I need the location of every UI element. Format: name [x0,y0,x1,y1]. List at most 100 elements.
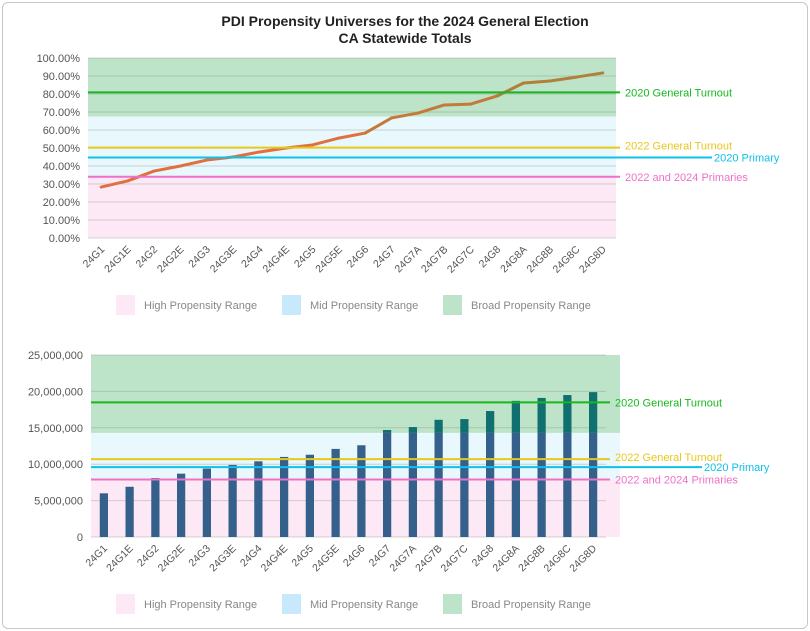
reference-line-label: 2020 General Turnout [625,87,732,99]
bar [486,432,495,537]
bar [537,432,546,537]
bar-upper-segment [563,395,572,433]
x-tick-label: 24G7B [413,543,445,575]
bar [99,493,108,537]
reference-line-label: 2020 Primary [714,153,780,165]
x-tick-label: 24G8C [551,243,583,275]
x-tick-label: 24G4E [259,543,291,575]
y-tick-label: 100.00% [37,53,81,65]
line-segment [99,179,130,189]
x-tick-label: 24G2E [155,244,187,276]
y-tick-label: 0.00% [49,233,80,245]
bar [125,486,134,537]
bar-upper-segment [537,397,546,433]
y-tick-label: 10.00% [43,215,81,227]
bar [434,432,443,537]
band-broad-propensity-range [91,355,620,433]
x-tick-label: 24G8A [490,543,522,575]
y-tick-label: 20.00% [43,197,81,209]
x-tick-label: 24G7A [393,244,425,276]
x-tick-label: 24G5E [313,244,345,276]
y-tick-label: 15,000,000 [28,423,83,435]
band-mid-propensity-range [91,432,620,480]
y-tick-label: 80.00% [43,89,81,101]
x-tick-label: 24G7C [438,542,470,574]
x-tick-label: 24G8B [525,244,557,276]
bar [254,461,263,537]
bar-upper-segment [434,419,443,433]
legend-label: Broad Propensity Range [471,300,591,312]
x-tick-label: 24G3E [207,543,239,575]
band-broad-propensity-range [88,58,616,117]
y-tick-label: 30.00% [43,179,81,191]
bar [305,454,314,537]
y-tick-label: 25,000,000 [28,350,83,362]
line-segment [178,158,209,168]
y-tick-label: 5,000,000 [34,496,83,508]
legend-label: Mid Propensity Range [310,599,418,611]
y-tick-label: 0 [77,532,83,544]
legend-swatch [443,594,462,614]
bar [460,432,469,537]
x-tick-label: 24G1E [102,244,134,276]
band-high-propensity-range [88,176,616,238]
bar-upper-segment [408,427,417,433]
bar-upper-segment [589,392,598,433]
line-chart: 0.00% 10.00% 20.00% 30.00% 40.00% 50.00% 60.00… [37,53,780,315]
y-tick-label: 40.00% [43,161,81,173]
bar [202,468,211,537]
x-tick-label: 24G8D [567,542,599,574]
bar [228,464,237,537]
legend-label: Mid Propensity Range [310,300,418,312]
reference-line-label: 2020 Primary [704,462,770,474]
bar-upper-segment [486,411,495,433]
y-tick-label: 10,000,000 [28,459,83,471]
legend-swatch [282,295,301,315]
y-tick-label: 20,000,000 [28,386,83,398]
reference-line-label: 2020 General Turnout [615,397,722,409]
chart-title: PDI Propensity Universes for the 2024 Ge… [221,13,589,29]
bar-upper-segment [511,400,520,433]
x-tick-label: 24G8C [541,542,573,574]
legend-label: Broad Propensity Range [471,599,591,611]
legend-label: High Propensity Range [144,300,257,312]
bar [357,445,366,537]
reference-line-label: 2022 and 2024 Primaries [625,172,748,184]
chart-subtitle: CA Statewide Totals [338,30,472,46]
reference-line-label: 2022 and 2024 Primaries [615,474,738,486]
y-tick-label: 50.00% [43,143,81,155]
legend-label: High Propensity Range [144,599,257,611]
bar-upper-segment [383,429,392,433]
line-segment [522,79,552,85]
x-tick-label: 24G7A [387,543,419,575]
line-segment [258,146,288,154]
reference-line-label: 2022 General Turnout [615,452,722,464]
line-segment [152,164,182,173]
line-segment [363,116,394,135]
line-segment [442,102,473,107]
y-tick-label: 90.00% [43,71,81,83]
x-tick-label: 24G6 [341,543,368,570]
legend-swatch [282,594,301,614]
x-tick-label: 24G3E [208,244,240,276]
line-segment [231,150,262,159]
x-tick-label: 24G7B [419,244,451,276]
x-tick-label: 24G8A [498,244,530,276]
bar [383,432,392,537]
line-segment [337,131,367,140]
bar [177,473,186,537]
x-tick-label: 24G6 [345,244,372,271]
bar [280,456,289,537]
legend-swatch [116,295,135,315]
legend-swatch [116,594,135,614]
line-segment [495,81,526,98]
x-tick-label: 24G2E [156,543,188,575]
bar [331,448,340,537]
reference-line-label: 2022 General Turnout [625,141,732,153]
x-tick-label: 24G8B [516,543,548,575]
line-segment [548,75,578,83]
bar [408,432,417,537]
line-segment [574,71,605,79]
legend-swatch [443,295,462,315]
line-segment [416,103,446,115]
